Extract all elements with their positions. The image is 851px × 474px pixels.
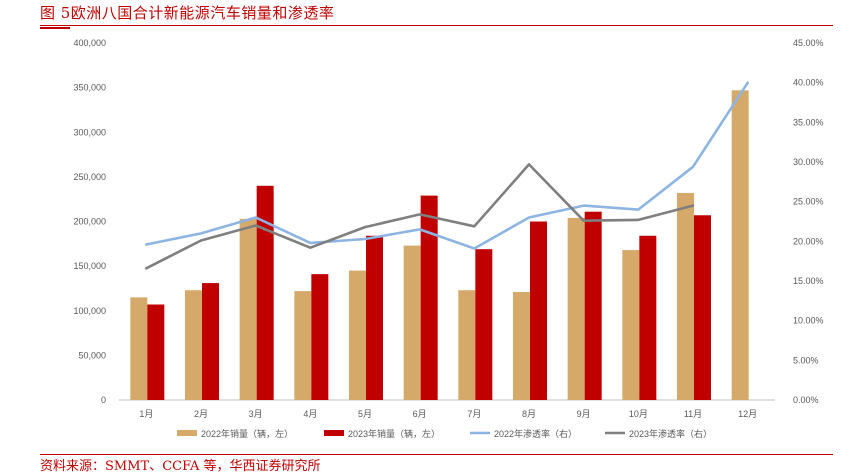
right-axis-tick-label: 15.00%: [793, 276, 824, 286]
right-axis-tick-label: 30.00%: [793, 157, 824, 167]
bar-2022: [622, 250, 639, 400]
right-axis-tick-label: 10.00%: [793, 316, 824, 326]
x-axis-tick-label: 4月: [303, 409, 317, 419]
bar-2022: [404, 246, 421, 400]
lines: [146, 83, 747, 269]
right-axis-tick-label: 20.00%: [793, 236, 824, 246]
legend-label: 2023年销量（辆，左）: [348, 428, 440, 439]
legend: 2022年销量（辆，左） 2023年销量（辆，左） 2022年渗透率（右） 2023年…: [177, 428, 712, 439]
right-axis-tick-label: 45.00%: [793, 38, 824, 48]
legend-label: 2022年销量（辆，左）: [201, 428, 293, 439]
bar-2022: [513, 292, 530, 400]
bar-2023: [639, 236, 656, 400]
bar-2023: [694, 215, 711, 400]
right-axis-tick-label: 25.00%: [793, 197, 824, 207]
bar-2022: [130, 297, 147, 400]
bar-2022: [294, 291, 311, 400]
bar-2023: [421, 196, 438, 400]
bar-2022: [349, 271, 366, 400]
x-axis-tick-label: 3月: [249, 409, 263, 419]
right-axis-tick-label: 40.00%: [793, 78, 824, 88]
bar-2023: [530, 222, 547, 401]
left-axis-tick-label: 400,000: [73, 38, 106, 48]
x-axis-tick-label: 8月: [522, 409, 536, 419]
x-axis-tick-label: 6月: [413, 409, 427, 419]
legend-swatch: [324, 430, 344, 436]
left-axis-tick-label: 300,000: [73, 127, 106, 137]
left-axis-tick-label: 50,000: [78, 350, 106, 360]
left-axis-tick-label: 100,000: [73, 306, 106, 316]
left-axis-tick-label: 250,000: [73, 172, 106, 182]
x-axis-tick-label: 5月: [358, 409, 372, 419]
bar-2023: [475, 249, 492, 400]
x-axis-tick-label: 1月: [139, 409, 153, 419]
left-axis-tick-label: 200,000: [73, 217, 106, 227]
bars: [130, 90, 748, 400]
bar-2023: [366, 236, 383, 400]
x-axis-tick-label: 7月: [467, 409, 481, 419]
bar-2023: [147, 305, 164, 400]
x-axis-tick-label: 2月: [194, 409, 208, 419]
chart: 0 50,000 100,000 150,000 200,000 250,000 300,0…: [0, 0, 851, 454]
bar-2022: [732, 90, 749, 400]
left-axis-tick-label: 150,000: [73, 261, 106, 271]
x-axis-tick-label: 9月: [577, 409, 591, 419]
bar-2023: [202, 283, 219, 400]
left-axis-tick-label: 0: [101, 395, 106, 405]
line-2022-penetration: [146, 83, 747, 249]
right-axis-tick-label: 35.00%: [793, 117, 824, 127]
left-axis-tick-label: 350,000: [73, 83, 106, 93]
x-axis-tick-label: 12月: [738, 409, 757, 419]
bar-2022: [677, 193, 694, 400]
bar-2022: [568, 218, 585, 400]
source-note: 资料来源：SMMT、CCFA 等，华西证券研究所: [40, 455, 321, 474]
right-axis-tick-label: 5.00%: [793, 355, 819, 365]
bar-2023: [311, 274, 328, 400]
bar-2023: [585, 212, 602, 400]
x-axis-tick-label: 10月: [629, 409, 648, 419]
x-axis-tick-label: 11月: [684, 409, 702, 419]
bar-2022: [458, 290, 475, 400]
bar-2022: [185, 290, 202, 400]
bar-2022: [240, 219, 257, 400]
legend-swatch: [177, 430, 197, 436]
legend-label: 2022年渗透率（右）: [494, 428, 577, 439]
legend-label: 2023年渗透率（右）: [629, 428, 712, 439]
right-axis-tick-label: 0.00%: [793, 395, 819, 405]
